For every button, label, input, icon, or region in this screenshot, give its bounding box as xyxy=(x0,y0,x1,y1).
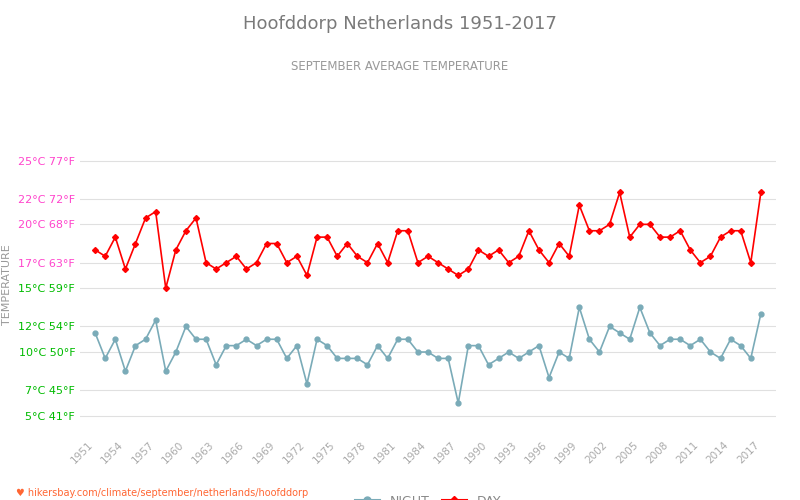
Text: Hoofddorp Netherlands 1951-2017: Hoofddorp Netherlands 1951-2017 xyxy=(243,15,557,33)
Legend: NIGHT, DAY: NIGHT, DAY xyxy=(350,490,506,500)
Text: SEPTEMBER AVERAGE TEMPERATURE: SEPTEMBER AVERAGE TEMPERATURE xyxy=(291,60,509,73)
Text: ♥ hikersbay.com/climate/september/netherlands/hoofddorp: ♥ hikersbay.com/climate/september/nether… xyxy=(16,488,308,498)
Y-axis label: TEMPERATURE: TEMPERATURE xyxy=(2,244,13,326)
